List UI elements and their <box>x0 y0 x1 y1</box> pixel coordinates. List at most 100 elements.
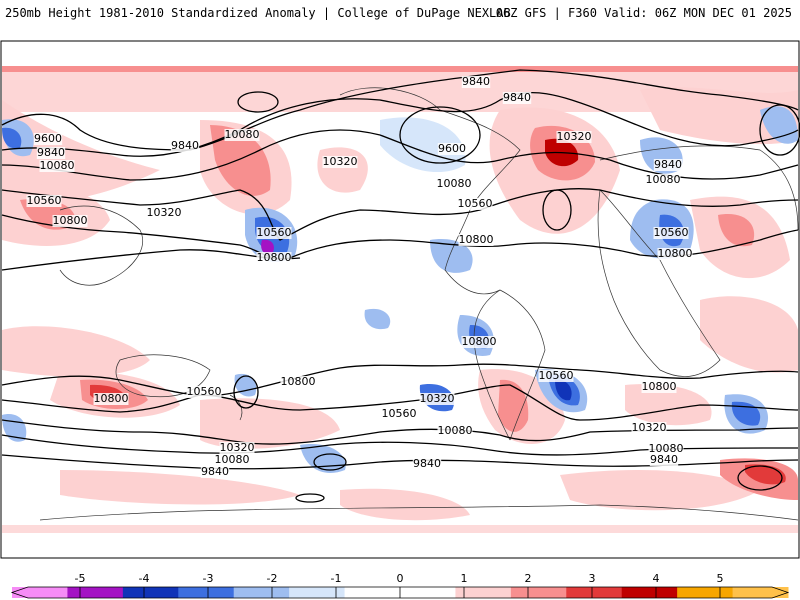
contour-label-bg <box>39 160 75 172</box>
contour-label-bg <box>280 376 316 388</box>
contour-label-bg <box>437 425 473 437</box>
colorbar-segment <box>122 587 179 598</box>
contour-label-bg <box>412 458 442 470</box>
anomaly-shading <box>2 66 798 533</box>
contour-label: 9840 <box>201 465 229 478</box>
colorbar-segment <box>732 587 789 598</box>
colorbar-tick-label: -5 <box>75 572 86 585</box>
contour-label-bg <box>461 76 491 88</box>
contour-label-bg <box>648 443 684 455</box>
contour-label: 10560 <box>27 194 62 207</box>
contour-label: 9600 <box>34 132 62 145</box>
contour-label: 10320 <box>147 206 182 219</box>
colorbar-tick-label: -2 <box>267 572 278 585</box>
contour-label-bg <box>26 195 62 207</box>
contour-label: 10800 <box>642 380 677 393</box>
colorbar-segment <box>400 587 456 598</box>
colorbar-segment <box>677 587 734 598</box>
contour-label: 10080 <box>225 128 260 141</box>
contour-label: 10320 <box>323 155 358 168</box>
contour-label-bg <box>657 248 693 260</box>
colorbar-segment <box>178 587 235 598</box>
contour-label: 10560 <box>654 226 689 239</box>
contour-label-bg <box>170 140 200 152</box>
contour-label-bg <box>33 133 63 145</box>
colorbar-segment <box>12 587 68 598</box>
colorbar-outline <box>10 586 790 599</box>
contour-label: 9840 <box>654 158 682 171</box>
contour-label-bg <box>538 370 574 382</box>
contour-label-bg <box>653 159 683 171</box>
contour-label-bg <box>381 408 417 420</box>
contour-label: 10320 <box>420 392 455 405</box>
model-run-info: 06Z GFS | F360 Valid: 06Z MON DEC 01 202… <box>495 6 792 20</box>
contour-label: 10800 <box>53 214 88 227</box>
colorbar-segment <box>621 587 678 598</box>
contour-label: 10080 <box>438 424 473 437</box>
contour-label-bg <box>461 336 497 348</box>
contour-label-bg <box>256 252 292 264</box>
contour-label-bg <box>36 147 66 159</box>
contour-label: 10320 <box>632 421 667 434</box>
colorbar-segment <box>344 587 401 598</box>
contour-label: 10800 <box>459 233 494 246</box>
contour-label-bg <box>219 442 255 454</box>
colorbar-segment <box>455 587 512 598</box>
contour-label: 10560 <box>382 407 417 420</box>
contour-label: 10320 <box>557 130 592 143</box>
contour-label: 10080 <box>437 177 472 190</box>
colorbar-tick-label: 4 <box>653 572 660 585</box>
contour-label: 10800 <box>281 375 316 388</box>
contour-label-bg <box>419 393 455 405</box>
contour-label-bg <box>457 198 493 210</box>
contour-label: 9840 <box>37 146 65 159</box>
colorbar-segment <box>289 587 346 598</box>
contour-label: 10560 <box>257 226 292 239</box>
contour-label: 10560 <box>458 197 493 210</box>
contour-label-bg <box>437 143 467 155</box>
map-title: 250mb Height 1981-2010 Standardized Anom… <box>5 6 511 20</box>
contour-label: 9840 <box>413 457 441 470</box>
contour-labels: 9840984096009840100809840100809600103201… <box>26 75 693 478</box>
contour-label: 10320 <box>220 441 255 454</box>
contour-label: 9840 <box>503 91 531 104</box>
contour-label-bg <box>556 131 592 143</box>
contour-label-bg <box>322 156 358 168</box>
contour-label: 9840 <box>171 139 199 152</box>
colorbar-tick-label: 0 <box>397 572 404 585</box>
contour-label-bg <box>224 129 260 141</box>
colorbar-segment <box>510 587 567 598</box>
contour-label: 10080 <box>646 173 681 186</box>
contour-label: 10080 <box>215 453 250 466</box>
contour-label: 10560 <box>539 369 574 382</box>
contour-label-bg <box>93 393 129 405</box>
contour-label: 9840 <box>462 75 490 88</box>
contour-label-bg <box>256 227 292 239</box>
colorbar-segment <box>566 587 623 598</box>
contour-label: 10800 <box>257 251 292 264</box>
contour-label-bg <box>458 234 494 246</box>
contour-label-bg <box>653 227 689 239</box>
colorbar-tick-label: 2 <box>525 572 532 585</box>
contour-label: 10800 <box>658 247 693 260</box>
contour-label-bg <box>641 381 677 393</box>
contour-label: 10080 <box>649 442 684 455</box>
contour-label: 9840 <box>650 453 678 466</box>
colorbar: -5 -4 -3 -2 -1 0 1 2 3 4 5 <box>10 572 790 599</box>
contour-label: 10560 <box>187 385 222 398</box>
contour-label: 10080 <box>40 159 75 172</box>
contour-label-bg <box>52 215 88 227</box>
contour-label-bg <box>631 422 667 434</box>
contour-label-bg <box>214 454 250 466</box>
colorbar-tick-label: -3 <box>203 572 214 585</box>
colorbar-tick-label: -4 <box>139 572 150 585</box>
contour-label-bg <box>649 454 679 466</box>
contour-label: 10800 <box>462 335 497 348</box>
colorbar-segment <box>233 587 290 598</box>
colorbar-tick-label: -1 <box>331 572 342 585</box>
contour-label-bg <box>645 174 681 186</box>
colorbar-segment <box>67 587 124 598</box>
contour-label-bg <box>436 178 472 190</box>
contour-label-bg <box>502 92 532 104</box>
